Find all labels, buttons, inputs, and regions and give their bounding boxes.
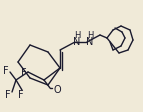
Text: H: H: [74, 30, 80, 40]
Text: F: F: [3, 66, 9, 76]
Text: F: F: [5, 90, 11, 100]
Text: F: F: [21, 68, 27, 78]
Text: O: O: [53, 85, 61, 95]
Text: H: H: [87, 30, 93, 40]
Text: N: N: [73, 37, 81, 47]
Text: N: N: [86, 37, 94, 47]
Text: F: F: [18, 90, 24, 100]
